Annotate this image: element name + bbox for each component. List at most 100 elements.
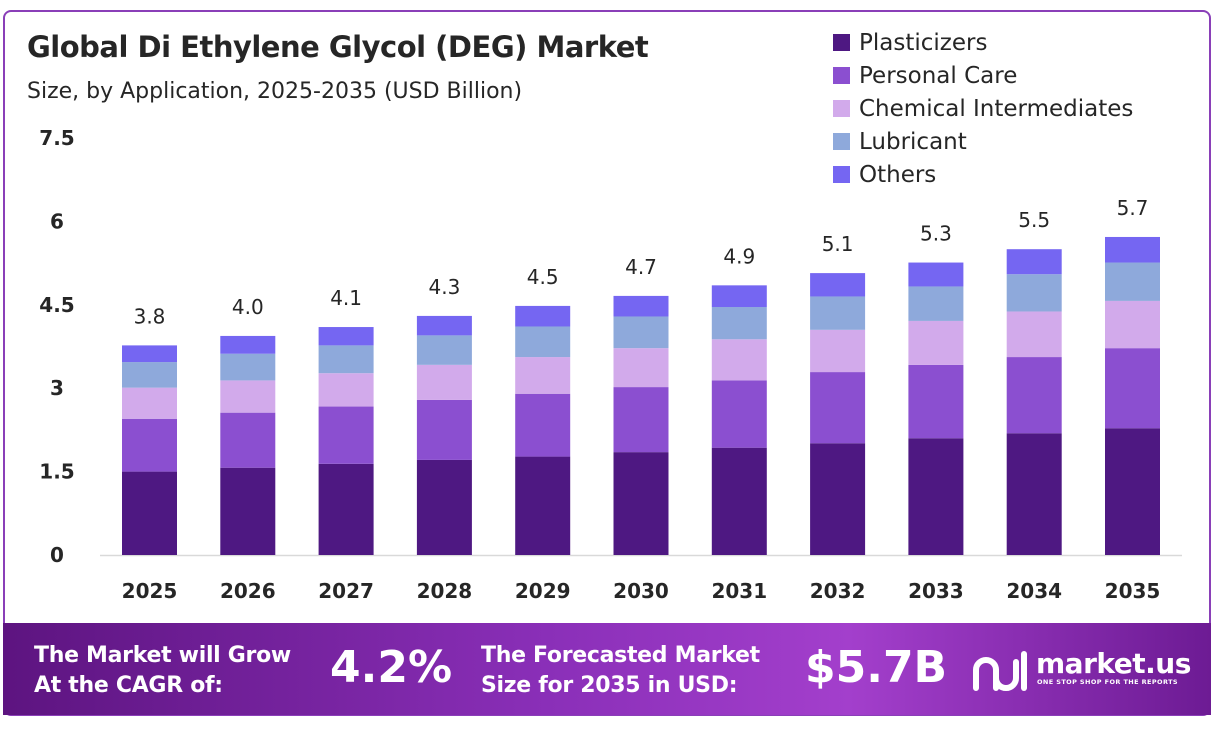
bar-total-label: 5.1 (822, 232, 854, 256)
bar-total-label: 4.3 (428, 275, 460, 299)
brand-tagline: ONE STOP SHOP FOR THE REPORTS (1037, 678, 1178, 686)
bar-segment (318, 345, 374, 374)
bar-segment (515, 326, 571, 358)
bar-segment (613, 295, 669, 317)
bar-segment (122, 345, 177, 363)
bar-total-label: 4.0 (232, 295, 264, 319)
bar-segment (416, 364, 472, 400)
bar-segment (810, 296, 866, 330)
bar-total-label: 4.9 (723, 244, 755, 268)
bar-segment (613, 387, 669, 453)
bar-segment (810, 372, 866, 444)
legend-item-plasticizers: Plasticizers (833, 26, 1133, 59)
legend-item-chemical-intermediates: Chemical Intermediates (833, 92, 1133, 125)
bar-segment (220, 380, 276, 413)
bar-segment (515, 357, 571, 394)
legend-label: Chemical Intermediates (859, 95, 1134, 122)
legend-label: Personal Care (859, 62, 1018, 89)
bar-segment (1105, 262, 1160, 301)
legend-swatch (833, 34, 850, 51)
brand-name: market.us (1036, 647, 1191, 680)
bar-total-label: 5.5 (1018, 208, 1050, 232)
bar-segment (515, 305, 571, 327)
bar-segment (1105, 348, 1160, 429)
legend-label: Others (859, 161, 937, 188)
bar-segment (1006, 357, 1062, 434)
bar-segment (613, 452, 669, 555)
bar-segment (1006, 433, 1062, 555)
market-us-logo-icon (973, 651, 1027, 691)
legend-swatch (833, 133, 850, 150)
bar-segment (220, 335, 276, 354)
bar-segment (416, 459, 472, 555)
legend-item-personal-care: Personal Care (833, 59, 1133, 92)
x-tick-label: 2033 (908, 579, 964, 603)
legend-label: Plasticizers (859, 29, 988, 56)
summary-banner (3, 623, 1211, 715)
bar-total-label: 4.1 (330, 286, 362, 310)
forecast-label-line1: The Forecasted Market (481, 643, 760, 668)
legend-swatch (833, 166, 850, 183)
bar-segment (1006, 249, 1062, 275)
x-tick-label: 2028 (417, 579, 473, 603)
bar-segment (318, 406, 374, 464)
cagr-label-line2: At the CAGR of: (34, 673, 223, 698)
cagr-label: The Market will Grow At the CAGR of: (34, 641, 291, 701)
y-tick-label: 7.5 (39, 126, 74, 150)
stacked-bar-chart: 0 1.5 3 4.5 6 7.5 3.8 2025 4.0 2026 4.1 2027 4.3 2028… (39, 126, 1182, 603)
bar-segment (810, 443, 866, 555)
bar-total-label: 5.3 (920, 222, 952, 246)
bar-total-label: 5.7 (1117, 196, 1149, 220)
bar-segment (416, 315, 472, 336)
bar-segment (810, 273, 866, 297)
forecast-label-line2: Size for 2035 in USD: (481, 673, 738, 698)
bar-segment (711, 339, 767, 381)
bar-segment (711, 447, 767, 555)
bar-segment (416, 399, 472, 460)
x-tick-label: 2027 (318, 579, 374, 603)
chart-legend: Plasticizers Personal Care Chemical Inte… (833, 26, 1133, 191)
bar-segment (515, 456, 571, 555)
bar-segment (122, 418, 177, 472)
bar-segment (1006, 274, 1062, 312)
chart-title: Global Di Ethylene Glycol (DEG) Market (27, 30, 649, 64)
bar-segment (908, 262, 964, 287)
chart-subtitle: Size, by Application, 2025-2035 (USD Bil… (27, 79, 523, 104)
bar-segment (908, 286, 964, 321)
forecast-label: The Forecasted Market Size for 2035 in U… (481, 641, 760, 701)
bar-segment (318, 463, 374, 555)
bar-total-label: 3.8 (134, 304, 166, 328)
legend-label: Lubricant (859, 128, 967, 155)
bar-segment (1105, 428, 1160, 555)
y-tick-label: 6 (50, 209, 64, 233)
bar-segment (122, 387, 177, 419)
bar-segment (711, 380, 767, 448)
bar-segment (810, 329, 866, 373)
bar-segment (1105, 300, 1160, 349)
bar-segment (908, 320, 964, 365)
bar-segment (613, 348, 669, 388)
legend-swatch (833, 100, 850, 117)
bar-segment (908, 364, 964, 439)
y-tick-label: 4.5 (39, 293, 74, 317)
bar-segment (122, 471, 177, 555)
bar-segment (318, 327, 374, 346)
bar-total-label: 4.5 (527, 265, 559, 289)
cagr-value: 4.2% (330, 642, 453, 693)
bar-segment (416, 335, 472, 365)
x-tick-label: 2026 (220, 579, 276, 603)
x-tick-label: 2031 (711, 579, 767, 603)
bar-segment (908, 438, 964, 555)
bar-segment (1006, 311, 1062, 358)
x-tick-label: 2035 (1105, 579, 1161, 603)
bar-segment (1105, 236, 1160, 263)
bar-segment (220, 412, 276, 468)
x-tick-label: 2029 (515, 579, 571, 603)
bar-segment (613, 316, 669, 349)
y-tick-label: 0 (50, 543, 64, 567)
x-tick-label: 2030 (613, 579, 669, 603)
bar-segment (318, 373, 374, 407)
cagr-label-line1: The Market will Grow (34, 643, 291, 668)
x-tick-label: 2032 (810, 579, 866, 603)
bar-total-label: 4.7 (625, 255, 657, 279)
